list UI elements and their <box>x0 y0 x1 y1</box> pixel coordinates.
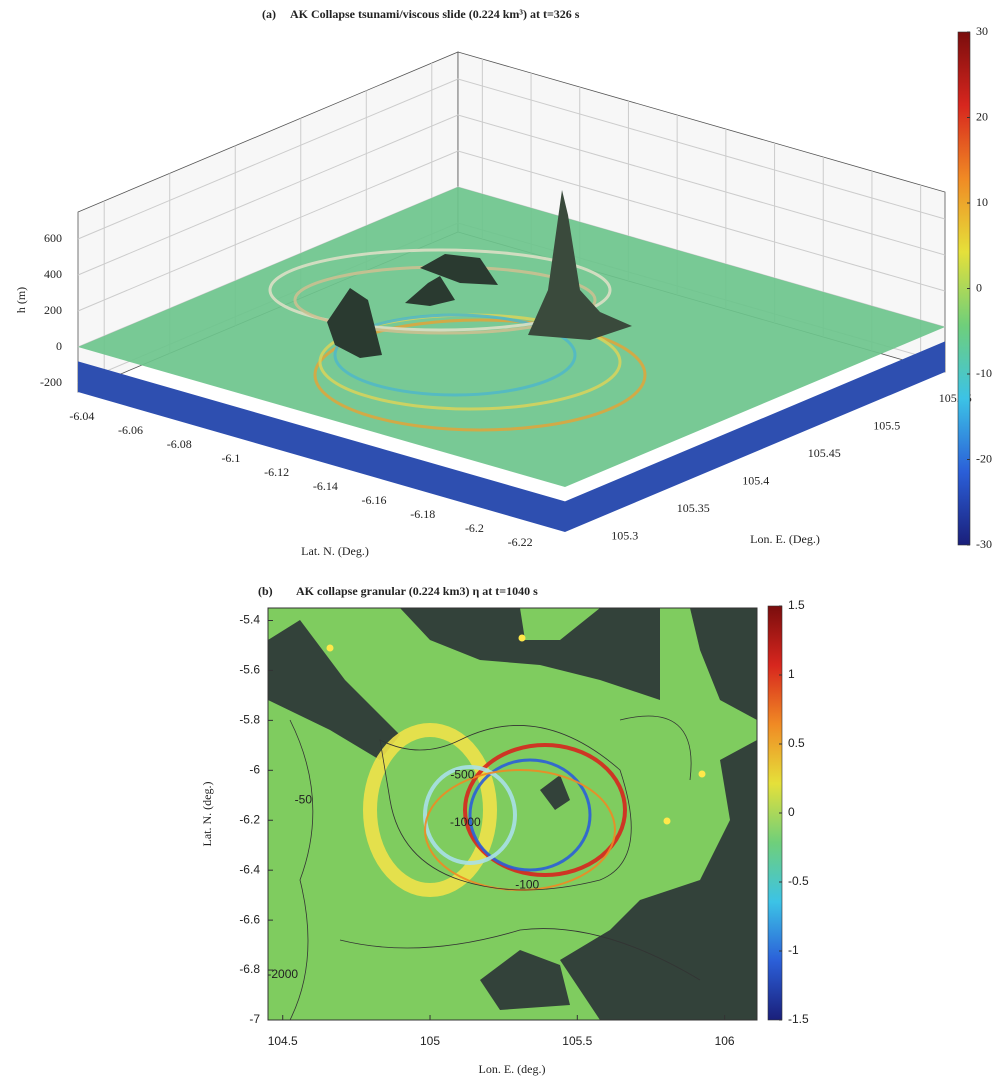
contour-label: -50 <box>295 792 313 806</box>
map-area: -500 -1000 -100 -50 -2000 <box>267 608 757 1020</box>
z-tick-label: -200 <box>40 375 62 389</box>
x-tick-label: -6.14 <box>313 479 338 493</box>
x-tick-label: -6.06 <box>118 423 143 437</box>
colorbar-tick-label: 0 <box>976 280 982 294</box>
colorbar-tick-label: 10 <box>976 195 988 209</box>
panel-label: (a) <box>262 7 276 21</box>
colorbar-tick-label: 30 <box>976 24 988 38</box>
figure: (a) AK Collapse tsunami/viscous slide (0… <box>0 0 992 1084</box>
colorbar-tick-label: -1.5 <box>788 1012 809 1026</box>
colorbar-tick-label: -30 <box>976 537 992 551</box>
panel-label: (b) <box>258 584 273 598</box>
colorbar-tick-label: 0.5 <box>788 736 805 750</box>
x-tick-label: -6.08 <box>167 437 192 451</box>
gauge <box>699 771 706 778</box>
colorbar-tick-label: -0.5 <box>788 874 809 888</box>
x-tick-label: -6.12 <box>264 465 289 479</box>
y-tick-label: -6.8 <box>239 962 260 976</box>
gauge <box>664 818 671 825</box>
colorbar-tick-label: -20 <box>976 451 992 465</box>
x-axis-label: Lat. N. (Deg.) <box>301 544 369 558</box>
x-tick-label: -6.04 <box>69 409 94 423</box>
contour-label: -2000 <box>267 967 298 981</box>
colorbar-tick-label: 0 <box>788 805 795 819</box>
y-axis-label: Lon. E. (Deg.) <box>750 532 820 546</box>
y-tick-label: 105.5 <box>873 418 900 432</box>
x-tick-label: 105 <box>420 1034 440 1048</box>
colorbar-tick-label: -10 <box>976 366 992 380</box>
z-tick-label: 0 <box>56 339 62 353</box>
y-tick-label: -7 <box>249 1012 260 1026</box>
gauge <box>519 635 526 642</box>
contour-label: -1000 <box>450 815 481 829</box>
x-tick-label: 104.5 <box>268 1034 298 1048</box>
y-tick-label: 105.3 <box>611 529 638 543</box>
contour-label: -100 <box>515 877 539 891</box>
x-tick-label: 105.5 <box>562 1034 592 1048</box>
y-tick-label: -6.4 <box>239 862 260 876</box>
colorbar-tick-label: 20 <box>976 109 988 123</box>
z-tick-label: 400 <box>44 267 62 281</box>
contour-label: -500 <box>450 767 474 781</box>
y-tick-label: 105.35 <box>677 501 710 515</box>
x-tick-label: -6.2 <box>465 521 484 535</box>
z-tick-label: 600 <box>44 231 62 245</box>
y-tick-label: -5.8 <box>239 713 260 727</box>
x-tick-label: -6.22 <box>508 535 533 549</box>
z-axis-label: h (m) <box>14 287 28 313</box>
gauge <box>327 645 334 652</box>
y-tick-label: 105.4 <box>742 474 769 488</box>
chart-title: AK Collapse tsunami/viscous slide (0.224… <box>290 7 580 21</box>
x-tick-label: -6.16 <box>362 493 387 507</box>
chart-title: AK collapse granular (0.224 km3) η at t=… <box>296 584 538 598</box>
y-tick-label: -5.4 <box>239 613 260 627</box>
x-tick-label: -6.18 <box>410 507 435 521</box>
x-tick-label: 106 <box>715 1034 735 1048</box>
y-axis-label: Lat. N. (deg.) <box>200 782 214 847</box>
y-tick-label: 105.45 <box>808 446 841 460</box>
panel-a: -2000200400600-6.04-6.06-6.08-6.1-6.12-6… <box>40 24 992 551</box>
y-tick-label: -6.2 <box>239 812 260 826</box>
y-tick-label: -6.6 <box>239 912 260 926</box>
y-tick-label: -6 <box>249 762 260 776</box>
colorbar-tick-label: 1 <box>788 667 795 681</box>
colorbar-tick-label: 1.5 <box>788 598 805 612</box>
x-axis-label: Lon. E. (deg.) <box>479 1062 546 1076</box>
y-tick-label: -5.6 <box>239 663 260 677</box>
x-tick-label: -6.1 <box>221 451 240 465</box>
colorbar-tick-label: -1 <box>788 943 799 957</box>
z-tick-label: 200 <box>44 303 62 317</box>
